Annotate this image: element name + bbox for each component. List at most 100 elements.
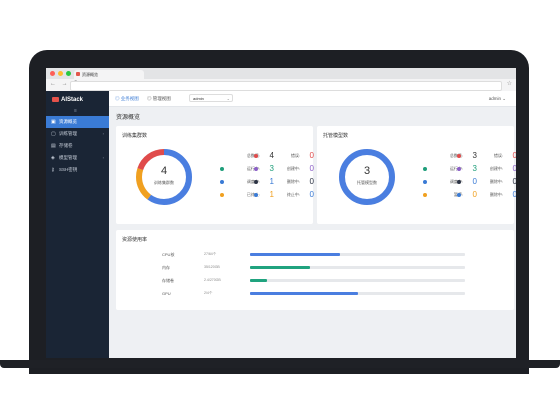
- storage-icon: ▤: [51, 143, 56, 149]
- top-header: ◎ 业务视图 ◎ 管理视图 admin ⌄ admin ⌄: [109, 91, 516, 107]
- usage-bar-track: [250, 292, 465, 295]
- minimize-window-icon[interactable]: [58, 71, 63, 76]
- tab-bar: 资源概览: [46, 68, 516, 79]
- resource-label: 内存: [162, 265, 170, 270]
- stat-value: 0: [512, 190, 516, 199]
- resource-row: 内存 35/120GB: [162, 265, 492, 273]
- stat-label: 终止中:: [286, 192, 300, 197]
- training-stat-1: 错误: 0: [254, 150, 324, 161]
- status-dot-icon: [254, 180, 258, 184]
- stat-label: 运行中:: [450, 163, 463, 174]
- stat-value: 0: [309, 164, 314, 173]
- browser-nav-buttons[interactable]: ← → C: [50, 81, 80, 87]
- stat-label: 删除中:: [489, 192, 503, 197]
- sidebar-menu: ▣ 资源概览 ▢ 训练管理 › ▤ 存储卷 ◈ 模型管理 › ⚷ SSH密钥: [46, 116, 109, 176]
- resource-usage-title: 资源使用率: [122, 237, 148, 243]
- sidebar-item-label: 训练管理: [59, 131, 77, 136]
- usage-bar-track: [250, 253, 465, 256]
- training-stat-4: 调度中: 1: [214, 176, 284, 187]
- resource-row: GPU 2/4个: [162, 291, 492, 299]
- usage-bar-fill: [250, 253, 341, 256]
- screen: 资源概览 ← → C ☆ AIStack ≡ ▣ 资源概览 ▢ 训练管理 › ▤ 存储卷 ◈ 模…: [46, 68, 516, 358]
- stat-value: 3: [472, 164, 477, 173]
- tab-business-view[interactable]: ◎ 业务视图: [115, 96, 139, 101]
- hosting-total-value: 3: [363, 165, 371, 177]
- status-dot-icon: [254, 167, 258, 171]
- training-donut-segment-2: [136, 149, 192, 205]
- hosting-donut-chart: [339, 149, 395, 205]
- browser-tab[interactable]: 资源概览: [74, 70, 144, 79]
- resource-value: 2/4个: [204, 291, 213, 295]
- usage-bar-fill: [250, 279, 268, 282]
- sidebar-item-4[interactable]: ⚷ SSH密钥: [46, 164, 109, 176]
- stat-value: 0: [512, 151, 516, 160]
- sidebar-item-3[interactable]: ◈ 模型管理 ›: [46, 152, 109, 164]
- sidebar-item-label: 资源概览: [59, 119, 77, 124]
- stat-value: 0: [512, 177, 516, 186]
- browser-chrome: 资源概览 ← → C ☆: [46, 68, 516, 91]
- logo-text: AIStack: [61, 97, 84, 104]
- stat-value: 0: [472, 177, 477, 186]
- stat-value: 0: [309, 190, 314, 199]
- stat-value: 0: [309, 177, 314, 186]
- sidebar-item-label: 存储卷: [59, 143, 73, 148]
- resource-label: GPU: [162, 291, 171, 296]
- status-dot-icon: [220, 180, 224, 184]
- resource-value: 35/120GB: [204, 265, 220, 269]
- training-stat-0: 总数量: 4: [214, 150, 284, 161]
- stat-label: 已终止:: [247, 189, 260, 200]
- hosting-stat-1: 错误: 0: [457, 150, 516, 161]
- collapse-menu-icon[interactable]: ≡: [74, 108, 77, 114]
- training-total-value: 4: [160, 165, 168, 177]
- training-donut: 4 训练集群数: [135, 148, 193, 206]
- sidebar-item-1[interactable]: ▢ 训练管理 ›: [46, 128, 109, 140]
- tab-admin-view[interactable]: ◎ 管理视图: [147, 96, 171, 101]
- resource-usage-card: 资源使用率 CPU核 27/64个 内存 35/120GB 存储卷 2.4/270GB GP…: [116, 230, 514, 310]
- status-dot-icon: [220, 167, 224, 171]
- training-donut-segment-1: [136, 149, 192, 205]
- training-icon: ▢: [51, 131, 56, 137]
- status-dot-icon: [457, 154, 461, 158]
- key-icon: ⚷: [51, 167, 55, 173]
- stat-label: 调度中:: [247, 176, 260, 187]
- status-dot-icon: [423, 180, 427, 184]
- resource-row: 存储卷 2.4/270GB: [162, 278, 492, 286]
- tab-title: 资源概览: [82, 72, 98, 77]
- app-logo[interactable]: AIStack: [52, 97, 83, 103]
- hosting-stat-2: 运行中: 3: [417, 163, 487, 174]
- project-select-value: admin: [193, 96, 204, 101]
- status-dot-icon: [457, 167, 461, 171]
- sidebar: AIStack ≡ ▣ 资源概览 ▢ 训练管理 › ▤ 存储卷 ◈ 模型管理 › ⚷ SSH密钥: [46, 91, 109, 358]
- training-stat-5: 删除中: 0: [254, 176, 324, 187]
- training-total-label: 训练集群数: [154, 180, 174, 185]
- hosting-stat-0: 总数量: 3: [417, 150, 487, 161]
- sidebar-item-2[interactable]: ▤ 存储卷: [46, 140, 109, 152]
- project-select[interactable]: admin ⌄: [189, 94, 233, 102]
- hosting-card: 托管模型数 3 托管模型数 总数量:3错误:0运行中:3创建中:0调度中:0删除…: [317, 126, 516, 224]
- status-dot-icon: [423, 193, 427, 197]
- page-title: 资源概览: [116, 115, 141, 121]
- favicon-icon: [76, 72, 80, 76]
- training-stat-3: 创建中: 0: [254, 163, 324, 174]
- hosting-stat-4: 调度中: 0: [417, 176, 487, 187]
- stat-label: 创建中:: [489, 166, 503, 171]
- usage-bar-fill: [250, 292, 358, 295]
- training-stat-7: 终止中: 0: [254, 189, 324, 200]
- stat-label: 删除中:: [489, 179, 503, 184]
- status-dot-icon: [220, 193, 224, 197]
- hosting-donut-segment-0: [339, 149, 395, 205]
- stat-value: 0: [309, 151, 314, 160]
- bookmark-star-icon[interactable]: ☆: [506, 81, 512, 87]
- training-stat-2: 运行中: 3: [214, 163, 284, 174]
- hosting-card-title: 托管模型数: [323, 133, 349, 139]
- resource-row: CPU核 27/64个: [162, 252, 492, 260]
- resource-value: 27/64个: [204, 252, 217, 256]
- sidebar-item-0[interactable]: ▣ 资源概览: [46, 116, 109, 128]
- maximize-window-icon[interactable]: [66, 71, 71, 76]
- close-window-icon[interactable]: [50, 71, 55, 76]
- user-menu[interactable]: admin ⌄: [488, 96, 506, 101]
- status-dot-icon: [457, 180, 461, 184]
- window-controls: [50, 71, 71, 76]
- url-input[interactable]: [70, 81, 502, 91]
- hosting-stat-5: 删除中: 0: [457, 176, 516, 187]
